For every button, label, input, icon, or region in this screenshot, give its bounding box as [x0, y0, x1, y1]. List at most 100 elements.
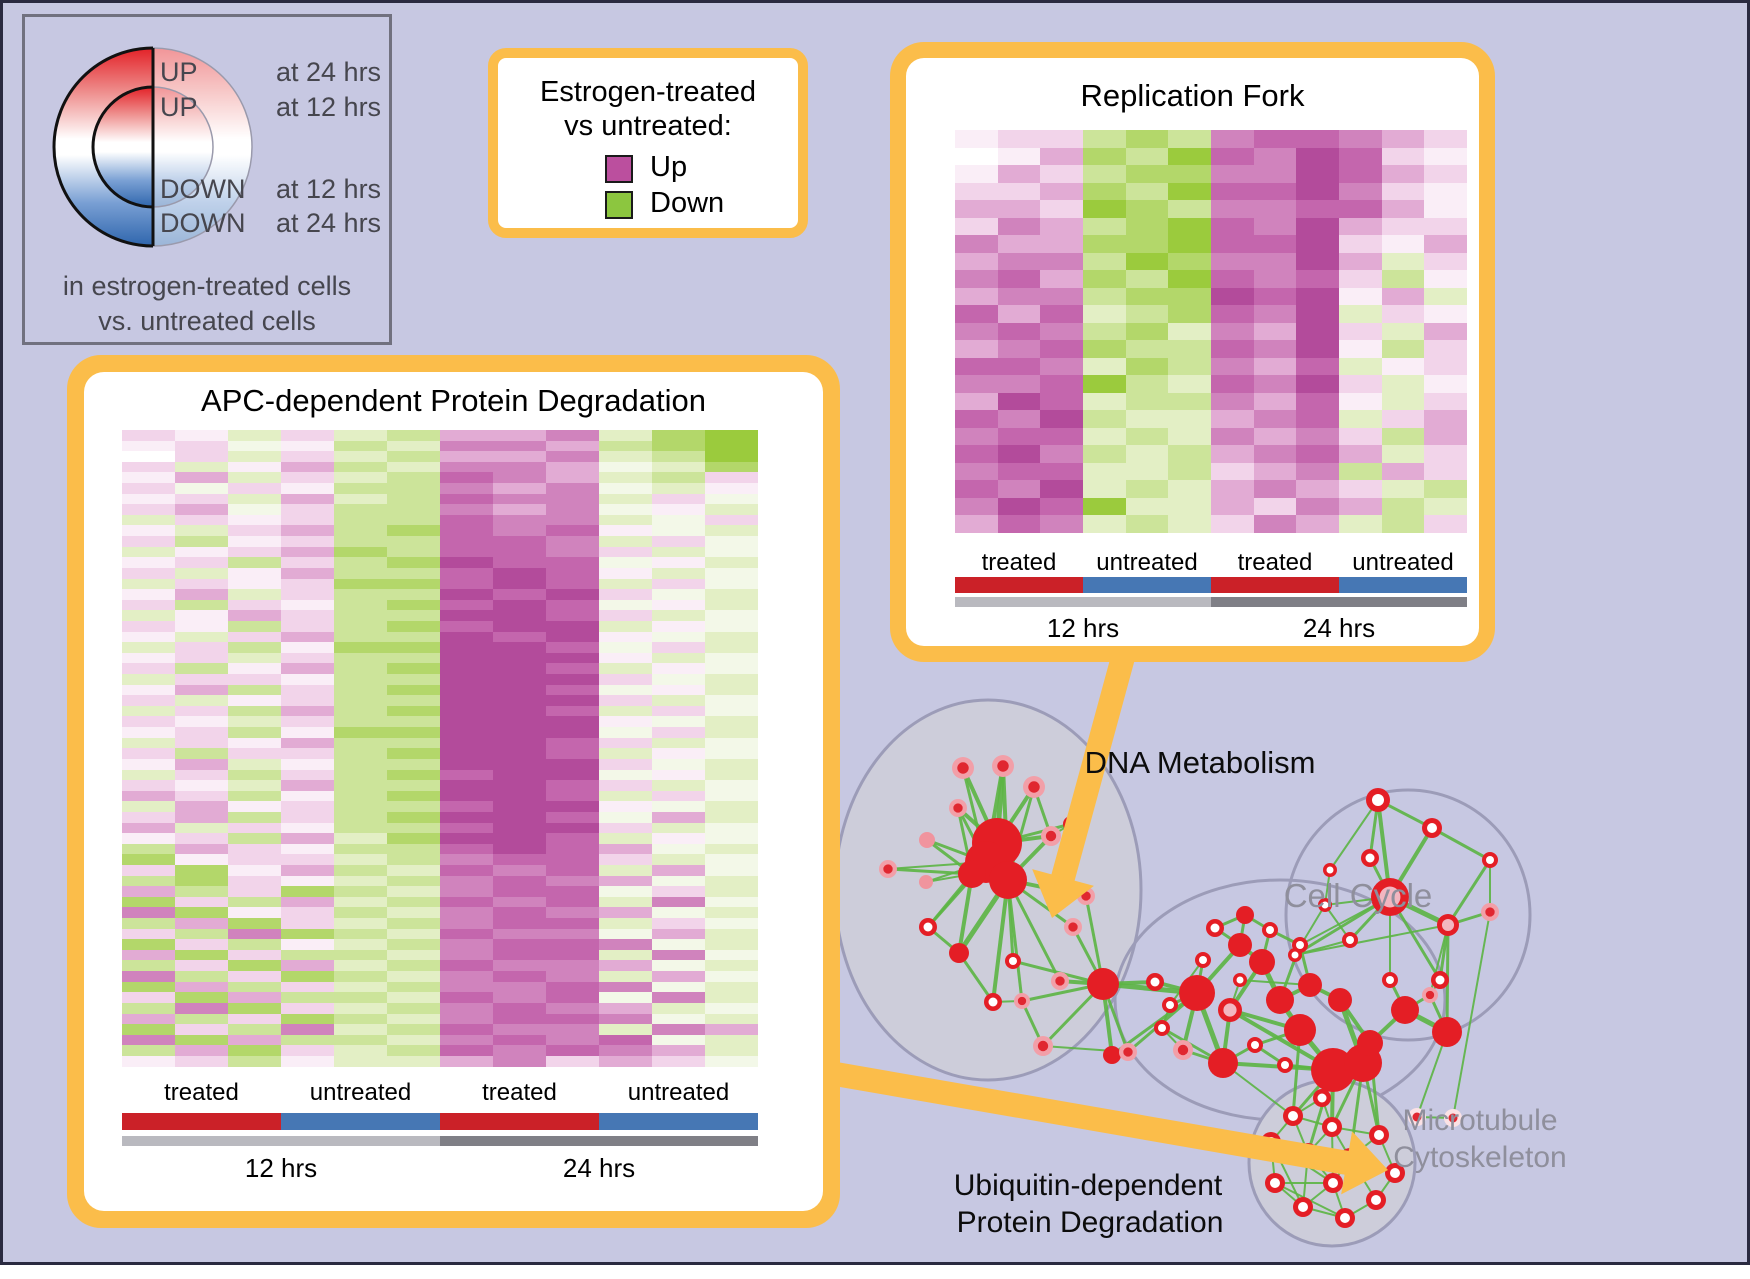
heatmap-cell [1082, 462, 1126, 481]
heatmap-row [122, 695, 758, 706]
heatmap-cell [955, 445, 998, 463]
heatmap-cell [281, 674, 334, 685]
heatmap-cell [599, 811, 652, 823]
heatmap-cell [175, 610, 228, 621]
heatmap-cell [493, 536, 546, 547]
heatmap-cell [1424, 165, 1467, 183]
heatmap-cell [334, 1013, 387, 1025]
heatmap-cell [705, 546, 758, 558]
heatmap-cell [705, 886, 758, 897]
heatmap-row [122, 599, 758, 611]
heatmap-cell [122, 737, 175, 749]
heatmap-cell [387, 971, 440, 982]
heatmap-cell [493, 928, 546, 940]
heatmap-cell [599, 620, 652, 632]
heatmap-cell [493, 833, 546, 844]
heatmap-cell [175, 886, 228, 897]
heatmap-cell [334, 907, 387, 919]
updown-cycle-legend-box: UP at 24 hrs UP at 12 hrs DOWN at 12 hrs… [22, 14, 392, 345]
heatmap-cell [175, 483, 228, 494]
heatmap-cell [1296, 427, 1339, 446]
heatmap-cell [440, 886, 493, 897]
heatmap-cell [122, 864, 175, 876]
heatmap-cell [1082, 427, 1126, 446]
heatmap-cell [1424, 427, 1467, 446]
heatmap-cell [1040, 357, 1083, 376]
heatmap-cell [175, 663, 228, 675]
heatmap-cell [705, 864, 758, 876]
heatmap-cell [493, 483, 546, 494]
heatmap-row [122, 1002, 758, 1014]
heatmap-cell [705, 801, 758, 812]
heatmap-cell [440, 451, 493, 462]
heatmap-cell [334, 642, 387, 653]
heatmap-cell [1168, 445, 1211, 463]
heatmap-cell [1040, 182, 1083, 201]
heatmap-cell [175, 896, 228, 908]
heatmap-cell [387, 939, 440, 950]
heatmap-cell [955, 322, 998, 341]
heatmap-cell [281, 1055, 334, 1067]
apc-12hrs-label: 12 hrs [244, 1153, 318, 1183]
heatmap-cell [122, 483, 175, 494]
rf-24hrs-label: 24 hrs [1302, 613, 1376, 643]
heatmap-cell [175, 525, 228, 537]
heatmap-cell [955, 182, 998, 201]
heatmap-cell [440, 896, 493, 908]
heatmap-cell [546, 642, 599, 653]
heatmap-cell [387, 525, 440, 537]
heatmap-cell [1338, 445, 1382, 463]
rf-12hrs-label: 12 hrs [1046, 613, 1120, 643]
heatmap-cell [1424, 182, 1467, 201]
heatmap-cell [705, 960, 758, 972]
heatmap-cell [599, 684, 652, 696]
heatmap-cell [334, 748, 387, 759]
heatmap-cell [546, 451, 599, 462]
heatmap-cell [334, 440, 387, 452]
heatmap-cell [1210, 480, 1254, 498]
heatmap-cell [387, 684, 440, 696]
heatmap-cell [334, 801, 387, 812]
heatmap-cell [705, 981, 758, 993]
heatmap-cell [1381, 480, 1425, 498]
heatmap-cell [955, 410, 998, 428]
heatmap-row [955, 480, 1467, 498]
heatmap-cell [1168, 200, 1211, 218]
heatmap-cell [440, 949, 493, 961]
heatmap-cell [493, 1034, 546, 1046]
heatmap-cell [546, 886, 599, 897]
heatmap-cell [228, 705, 281, 717]
heatmap-cell [122, 769, 175, 781]
heatmap-cell [281, 610, 334, 621]
heatmap-cell [1210, 340, 1254, 358]
heatmap-cell [493, 716, 546, 728]
heatmap-cell [599, 875, 652, 887]
heatmap-cell [1168, 480, 1211, 498]
heatmap-cell [997, 252, 1041, 271]
heatmap-cell [1168, 287, 1211, 306]
heatmap-cell [1381, 357, 1425, 376]
heatmap-row [955, 357, 1467, 376]
heatmap-cell [175, 737, 228, 749]
heatmap-cell [705, 811, 758, 823]
heatmap-cell [652, 610, 705, 621]
heatmap-cell [599, 960, 652, 972]
heatmap-cell [705, 769, 758, 781]
heatmap-row [955, 497, 1467, 516]
heatmap-cell [955, 357, 998, 376]
heatmap-cell [599, 896, 652, 908]
heatmap-cell [1424, 340, 1467, 358]
heatmap-cell [705, 684, 758, 696]
heatmap-cell [175, 907, 228, 919]
heatmap-cell [334, 854, 387, 865]
heatmap-cell [1338, 287, 1382, 306]
heatmap-cell [652, 589, 705, 600]
heatmap-cell [705, 451, 758, 462]
heatmap-cell [228, 674, 281, 685]
rf-untreated-bar-24h [1339, 577, 1467, 593]
heatmap-row [122, 971, 758, 982]
estrogen-legend-title-line2: vs untreated: [564, 110, 732, 142]
heatmap-cell [1040, 392, 1083, 411]
heatmap-cell [546, 769, 599, 781]
heatmap-cell [1381, 270, 1425, 288]
